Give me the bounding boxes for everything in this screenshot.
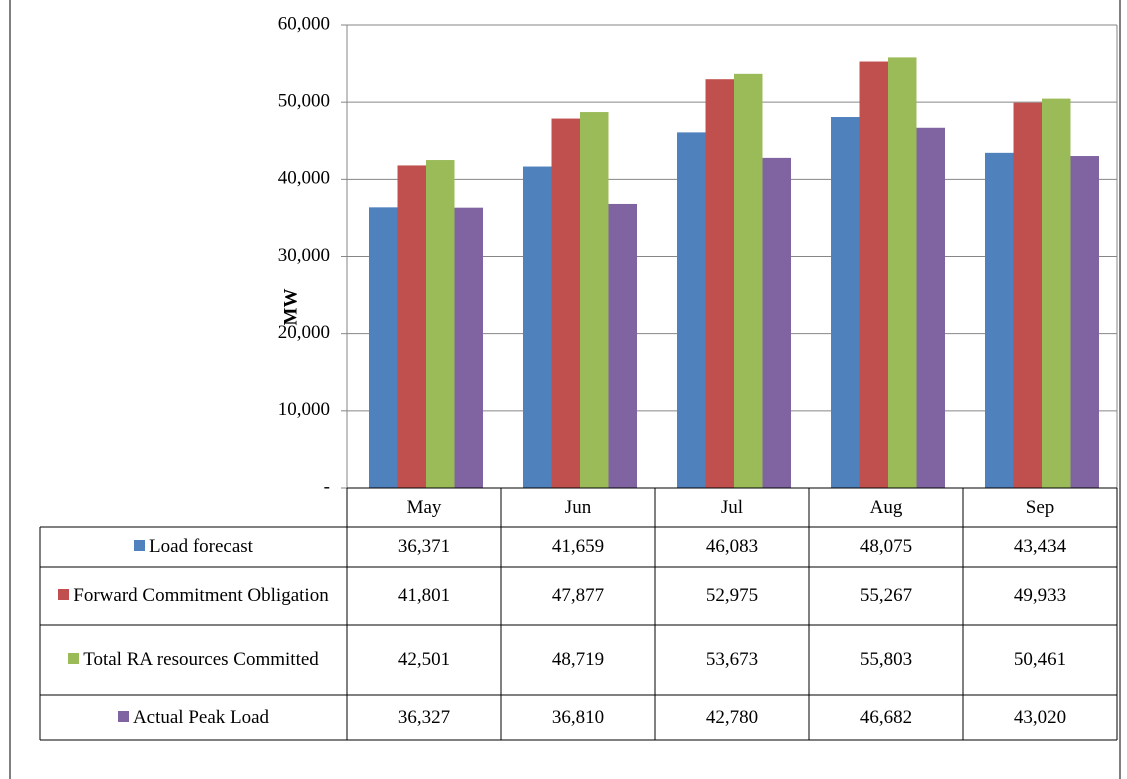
data-table-value: 36,327 xyxy=(397,706,451,728)
legend-entry: Total RA resources Committed xyxy=(40,625,347,695)
data-table-value: 55,803 xyxy=(859,649,913,670)
legend-label: Total RA resources Committed xyxy=(83,649,319,670)
data-table-value: 43,434 xyxy=(1013,536,1067,557)
data-table-value: 53,673 xyxy=(705,649,759,670)
data-table-value: 47,877 xyxy=(551,585,605,606)
y-tick-label: 30,000 xyxy=(278,245,330,266)
x-tick-label: Jul xyxy=(720,496,744,518)
data-table-value: 48,719 xyxy=(551,649,605,670)
y-axis-label: MW xyxy=(280,289,301,326)
bar xyxy=(1042,98,1071,488)
data-table-value: 50,461 xyxy=(1013,649,1067,670)
data-table-value: 41,659 xyxy=(551,536,605,557)
bar xyxy=(454,207,483,489)
bar xyxy=(677,132,706,488)
data-table-value: 43,020 xyxy=(1013,706,1067,728)
bar xyxy=(397,165,426,489)
data-table-value: 46,682 xyxy=(859,706,913,728)
data-table-value: 42,501 xyxy=(397,649,451,670)
legend-text: Load forecast xyxy=(134,535,253,559)
bar xyxy=(551,118,580,489)
data-table-value: 52,975 xyxy=(705,585,759,606)
legend-label: Load forecast xyxy=(149,536,253,557)
legend-key xyxy=(68,653,80,664)
x-tick-label: Sep xyxy=(1025,496,1055,518)
legend-text: Actual Peak Load xyxy=(117,706,270,730)
bar xyxy=(523,166,552,489)
bar xyxy=(608,203,637,488)
data-table-value: 48,075 xyxy=(859,536,913,557)
bar xyxy=(734,73,763,488)
bar xyxy=(762,157,791,489)
y-tick-label: 40,000 xyxy=(278,168,330,189)
bar xyxy=(1070,156,1099,489)
x-tick-label: Jun xyxy=(564,496,592,518)
bar xyxy=(369,207,398,489)
y-tick-label: 60,000 xyxy=(278,13,330,34)
bar xyxy=(859,61,888,489)
legend-entry: Actual Peak Load xyxy=(40,695,347,740)
legend-key xyxy=(117,710,129,722)
data-table-value: 55,267 xyxy=(859,585,913,606)
data-table-value: 42,780 xyxy=(705,706,759,728)
legend-label: Forward Commitment Obligation xyxy=(73,585,329,606)
legend-entry: Forward Commitment Obligation xyxy=(40,567,347,625)
data-table-value: 46,083 xyxy=(705,536,759,557)
bar xyxy=(831,117,860,489)
y-tick-label: 50,000 xyxy=(278,91,330,112)
y-tick-label: - xyxy=(324,476,330,497)
legend-label: Actual Peak Load xyxy=(132,706,270,728)
bar xyxy=(916,127,945,488)
data-table-value: 41,801 xyxy=(397,585,451,606)
x-tick-label: Aug xyxy=(869,496,903,518)
data-table-value: 49,933 xyxy=(1013,585,1067,606)
bar xyxy=(888,57,917,489)
bar xyxy=(985,152,1014,489)
y-tick-label: 10,000 xyxy=(278,399,330,420)
bar xyxy=(1013,102,1042,488)
bar xyxy=(580,112,609,488)
x-tick-label: May xyxy=(406,496,442,518)
data-table-value: 36,810 xyxy=(551,706,605,728)
data-table-value: 36,371 xyxy=(397,536,451,557)
legend-text: Forward Commitment Obligation xyxy=(58,584,329,608)
y-tick-label: 20,000 xyxy=(278,322,330,343)
bar xyxy=(426,160,455,489)
legend-entry: Load forecast xyxy=(40,527,347,567)
bar xyxy=(705,79,734,488)
legend-key xyxy=(134,540,146,551)
legend-key xyxy=(58,589,70,600)
legend-text: Total RA resources Committed xyxy=(68,648,319,672)
